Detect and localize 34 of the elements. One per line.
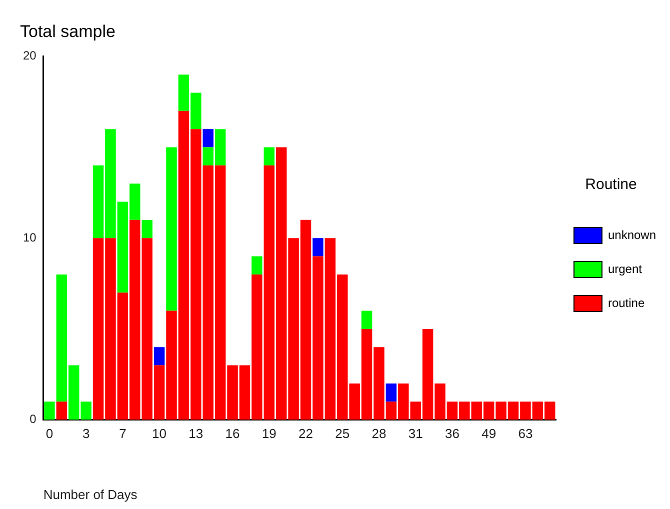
bar xyxy=(361,310,372,329)
legend-title: Routine xyxy=(585,176,637,194)
bar xyxy=(56,402,68,420)
bar xyxy=(312,238,324,256)
legend-label: routine xyxy=(608,296,645,310)
bar xyxy=(154,347,165,366)
x-tick-label: 28 xyxy=(372,426,386,442)
x-tick-label: 36 xyxy=(444,426,460,442)
x-tick-label: 13 xyxy=(188,426,204,442)
x-axis-title: Number of Days xyxy=(43,486,138,502)
bar xyxy=(142,220,152,238)
bar xyxy=(202,129,214,148)
bar xyxy=(264,147,275,166)
x-tick-label: 31 xyxy=(408,426,423,442)
x-tick-label: 10 xyxy=(152,426,167,442)
y-tick-label: 20 xyxy=(22,48,37,63)
bar xyxy=(386,383,397,402)
x-tick-label: 7 xyxy=(119,426,126,442)
bar xyxy=(166,147,177,311)
legend-label: urgent xyxy=(608,262,643,276)
x-tick-label: 19 xyxy=(262,426,276,442)
legend-label: unknown xyxy=(608,228,656,242)
y-tick-label: 10 xyxy=(22,230,37,244)
x-tick-label: 0 xyxy=(46,426,54,442)
x-tick-label: 63 xyxy=(518,426,533,442)
x-tick-label: 16 xyxy=(225,426,240,442)
x-tick-label: 22 xyxy=(298,426,313,442)
x-tick-label: 49 xyxy=(482,426,496,442)
bar xyxy=(252,256,262,274)
y-tick-label: 0 xyxy=(30,412,37,426)
chart-title: Total sample xyxy=(20,22,116,41)
bar xyxy=(44,402,55,420)
x-tick-label: 3 xyxy=(82,426,90,442)
x-tick-label: 25 xyxy=(335,426,350,442)
